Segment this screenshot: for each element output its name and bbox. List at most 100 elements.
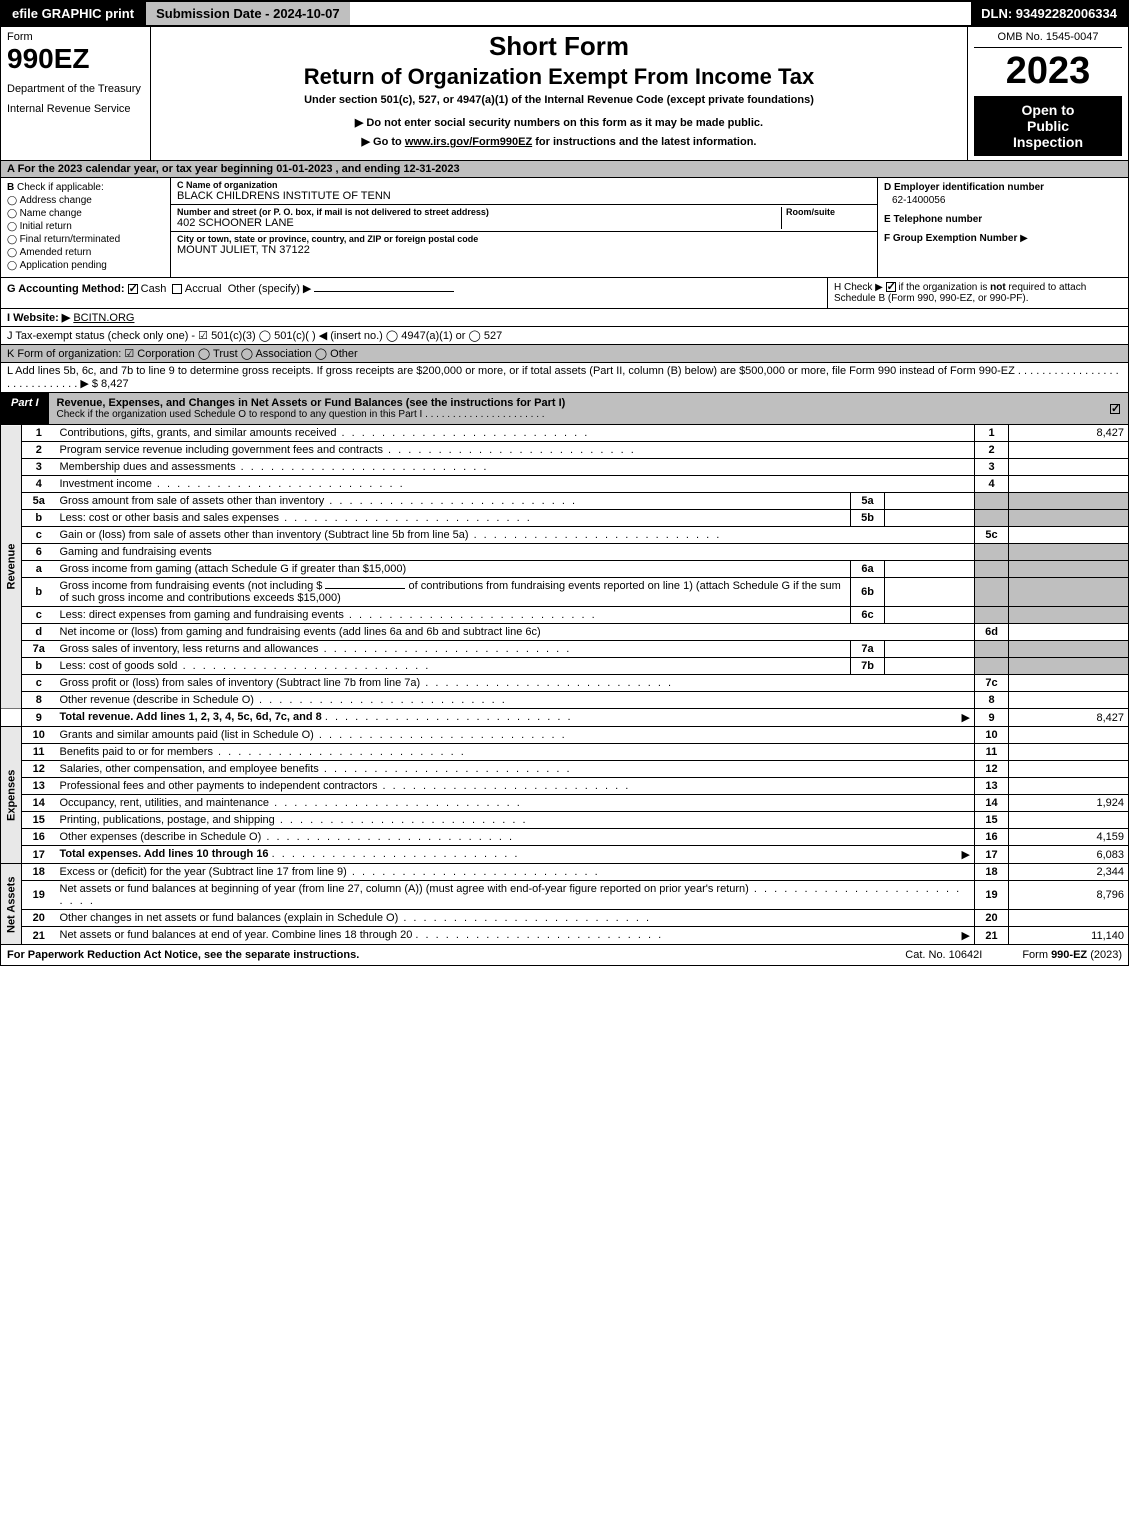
badge-l2: Public xyxy=(978,118,1118,134)
ln-18: 18 xyxy=(22,864,56,881)
ln-21: 21 xyxy=(22,927,56,945)
ln-5c: c xyxy=(22,527,56,544)
ln-6a: a xyxy=(22,561,56,578)
ln-2: 2 xyxy=(22,442,56,459)
accrual-checkbox[interactable] xyxy=(172,284,182,294)
part-i-check-cell xyxy=(1102,393,1128,424)
num-15: 15 xyxy=(975,812,1009,829)
footer-left: For Paperwork Reduction Act Notice, see … xyxy=(7,949,359,961)
val-7a-shade xyxy=(1009,641,1129,658)
val-8 xyxy=(1009,692,1129,709)
num-20: 20 xyxy=(975,910,1009,927)
ln-11: 11 xyxy=(22,744,56,761)
city-value: MOUNT JULIET, TN 37122 xyxy=(177,244,871,256)
goto-link[interactable]: www.irs.gov/Form990EZ xyxy=(405,136,532,148)
num-17: 17 xyxy=(975,846,1009,864)
h-text1: H Check ▶ xyxy=(834,282,883,293)
subval-5a xyxy=(885,493,975,510)
subval-6b xyxy=(885,578,975,607)
sub-6a: 6a xyxy=(851,561,885,578)
header-left: Form 990EZ Department of the Treasury In… xyxy=(1,27,151,160)
num-5a-shade xyxy=(975,493,1009,510)
part-i-checkbox[interactable] xyxy=(1110,404,1120,414)
num-9: 9 xyxy=(975,709,1009,727)
row-a: A For the 2023 calendar year, or tax yea… xyxy=(0,161,1129,178)
num-6b-shade xyxy=(975,578,1009,607)
cash-checkbox[interactable] xyxy=(128,284,138,294)
desc-20: Other changes in net assets or fund bala… xyxy=(56,910,975,927)
website-link[interactable]: BCITN.ORG xyxy=(73,312,134,324)
val-13 xyxy=(1009,778,1129,795)
other-specify-input[interactable] xyxy=(314,291,454,292)
under-section: Under section 501(c), 527, or 4947(a)(1)… xyxy=(157,94,961,106)
footer-right-pre: Form xyxy=(1022,949,1051,961)
opt-address-change[interactable]: Address change xyxy=(7,195,164,206)
val-5b-shade xyxy=(1009,510,1129,527)
desc-9: Total revenue. Add lines 1, 2, 3, 4, 5c,… xyxy=(56,709,975,727)
ln-6b: b xyxy=(22,578,56,607)
sub-7b: 7b xyxy=(851,658,885,675)
footer-year: (2023) xyxy=(1087,949,1122,961)
sub-7a: 7a xyxy=(851,641,885,658)
opt-amended-return[interactable]: Amended return xyxy=(7,247,164,258)
footer-right: Form 990-EZ (2023) xyxy=(1022,949,1122,961)
desc-9-text: Total revenue. Add lines 1, 2, 3, 4, 5c,… xyxy=(60,711,322,723)
header-center: Short Form Return of Organization Exempt… xyxy=(151,27,968,160)
dots-17 xyxy=(272,848,520,860)
badge-l1: Open to xyxy=(978,102,1118,118)
val-6a-shade xyxy=(1009,561,1129,578)
row-gh: G Accounting Method: Cash Accrual Other … xyxy=(0,278,1129,309)
desc-6c: Less: direct expenses from gaming and fu… xyxy=(56,607,851,624)
return-title: Return of Organization Exempt From Incom… xyxy=(157,64,961,90)
ln-6: 6 xyxy=(22,544,56,561)
desc-15: Printing, publications, postage, and shi… xyxy=(56,812,975,829)
val-20 xyxy=(1009,910,1129,927)
num-21: 21 xyxy=(975,927,1009,945)
num-13: 13 xyxy=(975,778,1009,795)
desc-14: Occupancy, rent, utilities, and maintena… xyxy=(56,795,975,812)
num-11: 11 xyxy=(975,744,1009,761)
row-k: K Form of organization: ☑ Corporation ◯ … xyxy=(0,345,1129,363)
num-7b-shade xyxy=(975,658,1009,675)
subval-5b xyxy=(885,510,975,527)
desc-10: Grants and similar amounts paid (list in… xyxy=(56,727,975,744)
val-14: 1,924 xyxy=(1009,795,1129,812)
ln-4: 4 xyxy=(22,476,56,493)
num-6-shade xyxy=(975,544,1009,561)
opt-initial-return[interactable]: Initial return xyxy=(7,221,164,232)
arrow-9-icon: ▶ xyxy=(962,711,970,724)
num-12: 12 xyxy=(975,761,1009,778)
ln-13: 13 xyxy=(22,778,56,795)
val-3 xyxy=(1009,459,1129,476)
part-i-title-text: Revenue, Expenses, and Changes in Net As… xyxy=(57,397,566,409)
entity-block: B Check if applicable: Address change Na… xyxy=(0,178,1129,278)
val-17: 6,083 xyxy=(1009,846,1129,864)
h-checkbox[interactable] xyxy=(886,282,896,292)
ln-7c: c xyxy=(22,675,56,692)
addr-label: Number and street (or P. O. box, if mail… xyxy=(177,207,781,217)
fundraising-amount-input[interactable] xyxy=(325,588,405,589)
val-15 xyxy=(1009,812,1129,829)
val-9: 8,427 xyxy=(1009,709,1129,727)
subval-7b xyxy=(885,658,975,675)
l-text: L Add lines 5b, 6c, and 7b to line 9 to … xyxy=(7,365,1119,390)
g-label: G Accounting Method: xyxy=(7,283,125,295)
ln-5b: b xyxy=(22,510,56,527)
ln-17: 17 xyxy=(22,846,56,864)
num-6d: 6d xyxy=(975,624,1009,641)
desc-6b-pre: Gross income from fundraising events (no… xyxy=(60,580,323,592)
opt-name-change[interactable]: Name change xyxy=(7,208,164,219)
val-21: 11,140 xyxy=(1009,927,1129,945)
opt-final-return[interactable]: Final return/terminated xyxy=(7,234,164,245)
part-i-tab: Part I xyxy=(1,393,49,424)
opt-application-pending[interactable]: Application pending xyxy=(7,260,164,271)
d-label: D Employer identification number xyxy=(884,182,1122,193)
dots-9 xyxy=(325,711,573,723)
ln-20: 20 xyxy=(22,910,56,927)
num-5c: 5c xyxy=(975,527,1009,544)
num-7c: 7c xyxy=(975,675,1009,692)
desc-6a: Gross income from gaming (attach Schedul… xyxy=(56,561,851,578)
efile-label: efile GRAPHIC print xyxy=(2,2,144,25)
ln-19: 19 xyxy=(22,881,56,910)
dept-label: Department of the Treasury xyxy=(7,83,144,95)
